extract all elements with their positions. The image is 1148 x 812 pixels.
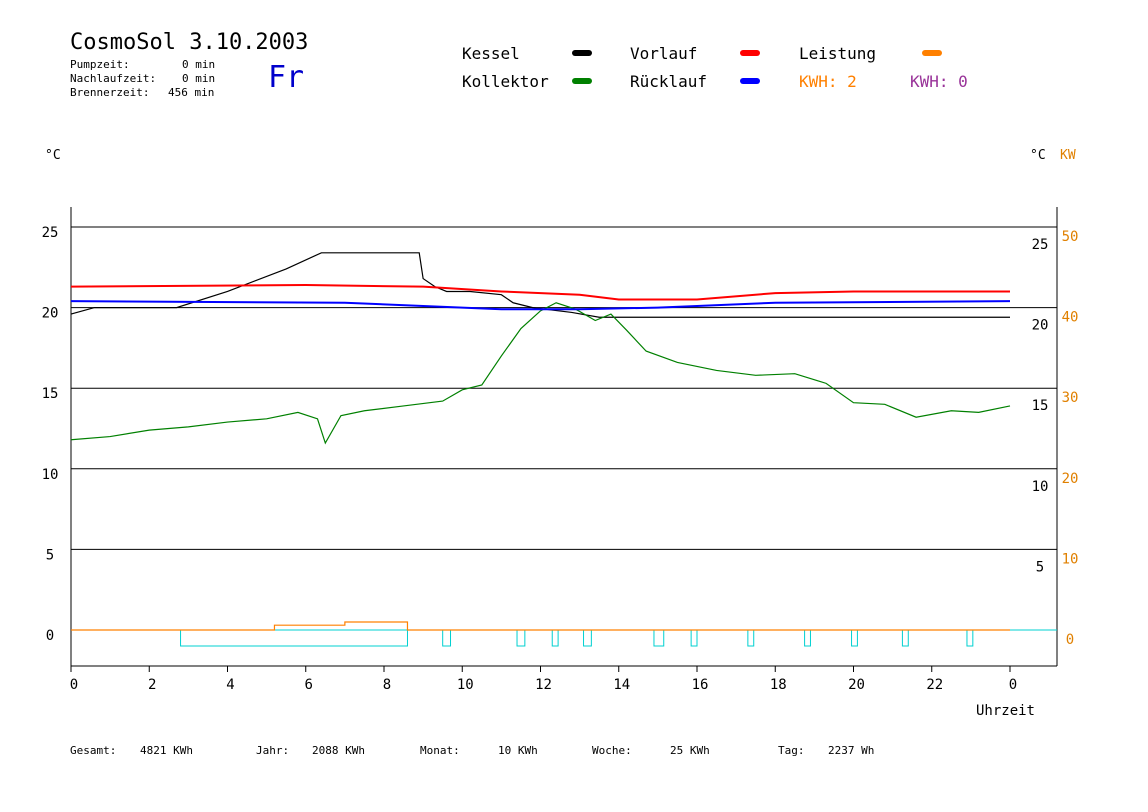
x-tick-label: 2: [148, 677, 156, 693]
y-tick-label-right-temp: 10: [1032, 479, 1049, 495]
footer-monat-label: Monat:: [420, 744, 460, 757]
y-tick-label-left: 20: [42, 306, 59, 322]
y-tick-label-left: 5: [46, 547, 54, 563]
series-line-ruecklauf: [70, 300, 1011, 311]
footer-monat-value: 10 KWh: [498, 744, 538, 757]
legend-vorlauf-swatch: [740, 50, 760, 56]
y-tick-label-left: 0: [46, 628, 54, 644]
legend-kollektor-label: Kollektor: [462, 72, 549, 91]
pump-interval: [747, 629, 755, 647]
x-tick-label: 18: [770, 677, 787, 693]
footer-gesamt-value: 4821 KWh: [140, 744, 193, 757]
x-tick-label: 20: [848, 677, 865, 693]
y-tick-label-right-temp: 5: [1036, 559, 1044, 575]
legend-kwh-orange: KWH: 2: [799, 72, 857, 91]
pump-interval: [653, 629, 665, 647]
x-tick-label: 4: [226, 677, 234, 693]
footer-tag-label: Tag:: [778, 744, 805, 757]
y-tick-label-right-kw: 0: [1066, 632, 1074, 648]
y-tick-label-right-kw: 20: [1062, 471, 1079, 487]
footer-jahr-label: Jahr:: [256, 744, 290, 757]
footer-jahr-value: 2088 KWh: [312, 744, 365, 757]
series-line-leistung: [71, 621, 1010, 631]
x-tick-label: 14: [613, 677, 630, 693]
legend-leistung-swatch: [922, 50, 942, 56]
y-tick-label-left: 25: [42, 225, 59, 241]
x-tick-label: 22: [926, 677, 943, 693]
legend-kessel-label: Kessel: [462, 44, 520, 63]
legend-vorlauf-label: Vorlauf: [630, 44, 698, 63]
chart-title: CosmoSol 3.10.2003: [70, 30, 309, 55]
pump-interval: [901, 629, 909, 647]
stat-pumpzeit-value: 0 min: [182, 58, 216, 71]
x-tick-label: 12: [535, 677, 552, 693]
x-tick-label: 10: [457, 677, 474, 693]
legend-ruecklauf-label: Rücklauf: [630, 72, 708, 91]
x-tick-label: 8: [383, 677, 391, 693]
pump-interval: [690, 629, 698, 647]
x-tick-label: 6: [305, 677, 313, 693]
series-line-kollektor: [70, 302, 1011, 445]
series-line-vorlauf: [70, 284, 1010, 301]
weekday-label: Fr: [268, 60, 305, 95]
legend-kwh-purple: KWH: 0: [910, 72, 968, 91]
x-tick-label: 0: [1009, 677, 1017, 693]
pump-interval: [442, 629, 452, 647]
y-tick-label-right-kw: 40: [1062, 310, 1079, 326]
stat-nachlaufzeit-value: 0 min: [182, 72, 216, 85]
legend-kessel-swatch: [572, 50, 592, 56]
pump-interval: [851, 629, 858, 647]
legend-ruecklauf-swatch: [740, 78, 760, 84]
stat-nachlaufzeit-label: Nachlaufzeit:: [70, 72, 157, 85]
y-tick-label-left: 10: [42, 467, 59, 483]
y-tick-label-right-temp: 20: [1032, 318, 1049, 334]
y-tick-label-right-kw: 30: [1062, 390, 1079, 406]
y-tick-label-right-kw: 50: [1062, 229, 1079, 245]
stat-brennerzeit-value: 456 min: [168, 86, 215, 99]
y-tick-label-right-temp: 15: [1032, 398, 1049, 414]
x-tick-label: 0: [70, 677, 78, 693]
left-axis-unit: °C: [45, 148, 61, 163]
y-tick-label-right-kw: 10: [1062, 551, 1079, 567]
pump-interval: [804, 629, 811, 647]
footer-woche-value: 25 KWh: [670, 744, 710, 757]
stat-pumpzeit-label: Pumpzeit:: [70, 58, 130, 71]
x-tick-label: 16: [692, 677, 709, 693]
footer-tag-value: 2237 Wh: [828, 744, 875, 757]
y-tick-label-right-temp: 25: [1032, 237, 1049, 253]
x-axis-label: Uhrzeit: [976, 703, 1035, 719]
right-axis-unit-c: °C: [1030, 148, 1046, 163]
right-axis-unit-kw: KW: [1060, 148, 1076, 163]
legend-kollektor-swatch: [572, 78, 592, 84]
legend-leistung-label: Leistung: [799, 44, 877, 63]
pump-interval: [551, 629, 559, 647]
pump-interval: [180, 629, 408, 647]
y-tick-label-left: 15: [42, 386, 59, 402]
stat-brennerzeit-label: Brennerzeit:: [70, 86, 150, 99]
footer-gesamt-label: Gesamt:: [70, 744, 117, 757]
pump-interval: [966, 629, 974, 647]
footer-woche-label: Woche:: [592, 744, 632, 757]
pump-interval: [583, 629, 592, 647]
pump-interval: [516, 629, 526, 647]
